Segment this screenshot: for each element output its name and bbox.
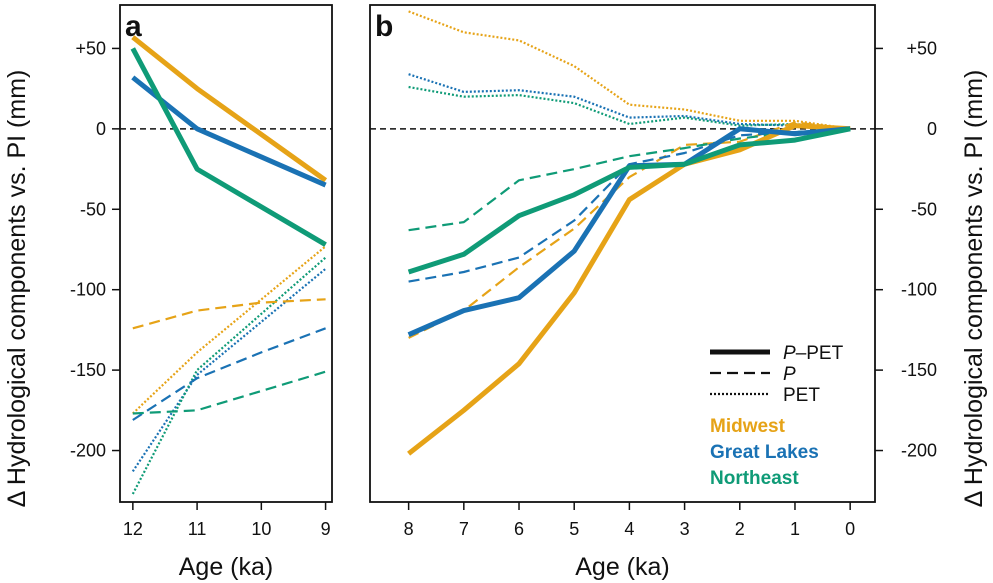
legend-label-solid: P–PET (783, 343, 844, 364)
series-line-northeast-pet (408, 85, 851, 130)
series-line-midwest-pet (408, 10, 851, 130)
legend-label-dashed: P (783, 364, 796, 385)
series-line-midwest-pet (132, 245, 327, 415)
plot-frame (369, 4, 876, 503)
y-tick-label-left: 0 (96, 119, 106, 139)
series-line-great-lakes-pet (131, 267, 327, 473)
x-tick-label: 12 (123, 519, 143, 539)
x-tick-label: 3 (680, 519, 690, 539)
series-line-midwest-p (132, 298, 326, 330)
panel-b: 8 7 6 5 4 3 2 1 0 Age (ka) b (369, 4, 876, 581)
legend-region-northeast: Northeast (710, 468, 799, 489)
y-tick-label-right: -200 (901, 441, 937, 461)
y-tick-label-left: -50 (80, 199, 106, 219)
legend-label-italic: P (783, 343, 796, 364)
series-line-great-lakes-pet (408, 73, 851, 130)
y-axis-label-right: Δ Hydrological components vs. PI (mm) (960, 70, 988, 508)
x-tick-label: 5 (569, 519, 579, 539)
y-tick-label-left: -100 (70, 280, 106, 300)
series-line-northeast-p-pet (130, 47, 327, 247)
series-line-northeast-p (408, 127, 851, 232)
legend-region-midwest: Midwest (710, 416, 786, 437)
y-tick-label-right: 0 (927, 119, 937, 139)
x-tick-label: 2 (735, 519, 745, 539)
x-tick-label: 9 (321, 519, 331, 539)
y-tick-label-left: -150 (70, 360, 106, 380)
series-line-great-lakes-p-pet (131, 75, 327, 188)
legend-region-great-lakes: Great Lakes (710, 442, 819, 463)
legend-label-dotted: PET (783, 385, 820, 406)
x-tick-label: 1 (790, 519, 800, 539)
series-line-great-lakes-p (132, 327, 326, 421)
y-tick-label-right: -100 (901, 280, 937, 300)
legend-label-text: PET (783, 385, 820, 406)
series-line-great-lakes-p-pet (407, 126, 851, 337)
series-line-northeast-pet (131, 256, 327, 495)
y-axis-label-left: Δ Hydrological components vs. PI (mm) (3, 70, 31, 508)
x-tick-label: 10 (251, 519, 271, 539)
y-tick-label-right: -150 (901, 360, 937, 380)
panel-letter: a (125, 10, 142, 43)
plot-frame (119, 4, 333, 503)
x-tick-label: 8 (404, 519, 414, 539)
series-line-midwest-p-pet (131, 35, 328, 183)
x-tick-label: 7 (459, 519, 469, 539)
series-line-midwest-p (408, 121, 851, 339)
panel-a: 12 11 10 9 Age (ka) a (119, 4, 333, 581)
x-tick-label: 11 (188, 519, 207, 539)
y-tick-label-right: -50 (911, 199, 937, 219)
series-line-great-lakes-p (408, 127, 851, 283)
x-tick-label: 4 (624, 519, 634, 539)
y-tick-label-right: +50 (906, 38, 937, 58)
x-tick-label: 6 (514, 519, 524, 539)
legend-label-text: –PET (796, 343, 844, 364)
x-axis-label: Age (ka) (575, 553, 669, 581)
x-tick-label: 0 (845, 519, 855, 539)
series-line-northeast-p (132, 370, 326, 415)
panel-letter: b (375, 10, 393, 43)
y-tick-label-left: +50 (75, 38, 106, 58)
y-tick-label-left: -200 (70, 441, 106, 461)
series-line-northeast-p-pet (407, 126, 851, 275)
legend-label-italic: P (783, 364, 796, 385)
x-axis-label: Age (ka) (179, 553, 273, 581)
